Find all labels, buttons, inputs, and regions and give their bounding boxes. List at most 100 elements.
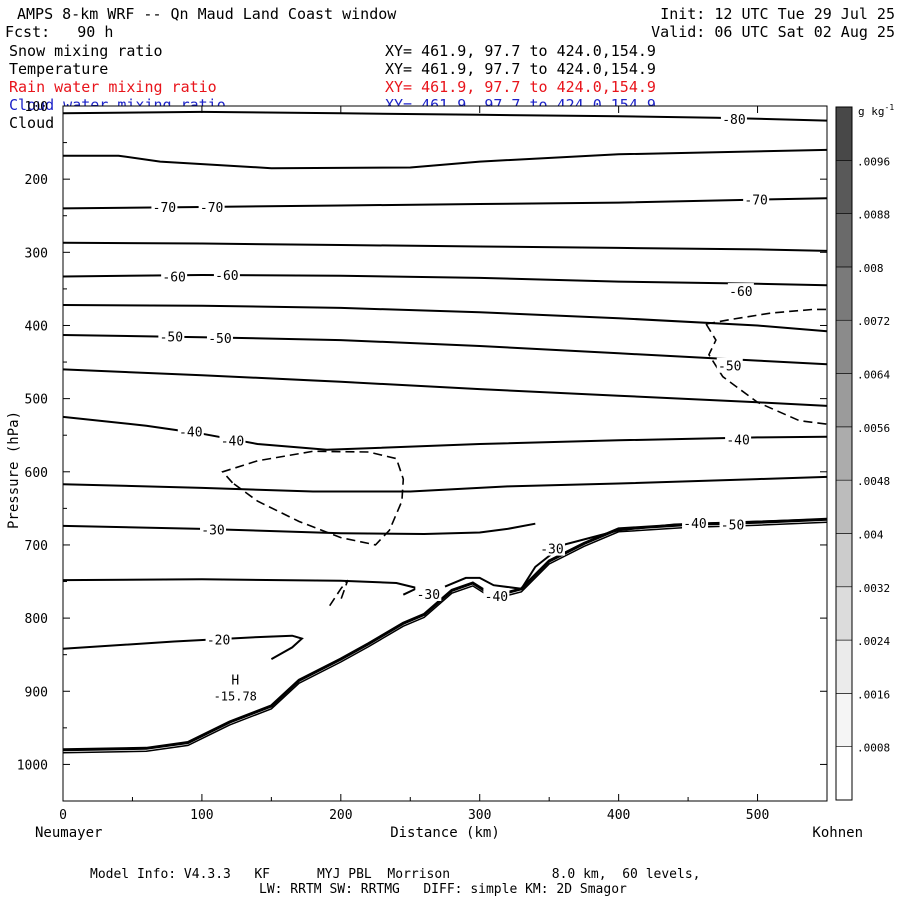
field-xy: XY= 461.9, 97.7 to 424.0,154.9 (385, 42, 656, 60)
isotherm-8 (62, 415, 828, 451)
chart-title: AMPS 8-km WRF -- Qn Maud Land Coast wind… (17, 5, 397, 23)
x-tick-label: 500 (746, 808, 769, 823)
colorbar-tick-label: .0096 (857, 155, 890, 168)
y-axis-label: Pressure (hPa) (6, 411, 22, 529)
isotherm-label-bg (219, 432, 246, 448)
x-tick-label: 0 (59, 808, 67, 823)
isotherm-label: -30 (201, 524, 224, 539)
field-name: Snow mixing ratio (9, 42, 163, 60)
x-axis-label: Distance (km) (390, 825, 500, 841)
isotherm-6 (62, 334, 828, 366)
colorbar-tick-label: .0024 (857, 635, 890, 648)
terrain-fill (63, 519, 827, 801)
isotherm-label-bg (158, 328, 185, 344)
colorbar-segment (835, 479, 853, 534)
isotherm-9 (62, 475, 828, 493)
colorbar-tick-label: .0056 (857, 422, 890, 435)
colorbar-segment (835, 213, 853, 268)
colorbar-segment (835, 106, 853, 161)
cloud-ice-contour-0 (221, 450, 405, 546)
isotherm-label: -40 (179, 426, 202, 441)
isotherm-label-bg (415, 585, 442, 601)
cloud-ice-contour-2 (705, 323, 828, 425)
isotherm-4 (62, 273, 828, 287)
max-marker: H (231, 673, 239, 688)
model-info-line-1: Model Info: V4.3.3 KF MYJ PBL Morrison 8… (90, 867, 701, 882)
terrain-line-lower (62, 521, 828, 754)
isotherm-label: -30 (417, 588, 440, 603)
forecast-hour: Fcst: 90 h (5, 23, 114, 41)
colorbar-tick-label: .004 (857, 528, 884, 541)
isotherm-label: -70 (200, 201, 223, 216)
x-tick-label: 200 (329, 808, 352, 823)
isotherm-label: -20 (207, 633, 230, 648)
y-tick-label: 600 (25, 466, 48, 481)
isotherm-label-bg (538, 540, 565, 556)
y-tick-label: 200 (25, 173, 48, 188)
colorbar-segment (835, 533, 853, 588)
x-tick-label: 300 (468, 808, 491, 823)
isotherm-label: -50 (721, 518, 744, 533)
isotherm-label-bg (205, 631, 232, 647)
colorbar-tick-label: .0048 (857, 475, 890, 488)
isotherm-label: -70 (744, 194, 767, 209)
field-name: Rain water mixing ratio (9, 78, 217, 96)
colorbar-segment (835, 373, 853, 428)
isotherm-label: -50 (718, 360, 741, 375)
colorbar-tick-label: .0032 (857, 582, 890, 595)
isotherm-label-bg (743, 191, 770, 207)
isotherm-label-bg (716, 357, 743, 373)
colorbar-segment (835, 746, 853, 801)
colorbar-unit: g kg-1 (858, 103, 894, 118)
isotherm-11 (62, 634, 304, 660)
isotherm-5 (62, 304, 828, 333)
y-tick-label: 1000 (17, 758, 48, 773)
isotherm-label-bg (720, 111, 747, 127)
plot-frame (62, 105, 828, 802)
isotherm-label: -80 (722, 113, 745, 128)
field-name: Temperature (9, 60, 109, 78)
isotherm-label-bg (200, 521, 227, 537)
isotherm-label-bg (206, 329, 233, 345)
colorbar-segment (835, 639, 853, 694)
colorbar-tick-label: .0008 (857, 742, 890, 755)
x-left-label: Neumayer (35, 825, 102, 841)
y-tick-label: 800 (25, 612, 48, 627)
colorbar-tick-label: .0064 (857, 369, 890, 382)
isotherm-label-bg (483, 588, 510, 604)
isotherm-label: -30 (540, 543, 563, 558)
y-tick-label: 300 (25, 246, 48, 261)
colorbar-tick-label: .0016 (857, 688, 890, 701)
y-tick-label: 900 (25, 685, 48, 700)
isotherm-label: -60 (215, 269, 238, 284)
colorbar-segment (835, 160, 853, 214)
colorbar-tick-label: .0088 (857, 209, 890, 222)
terrain-line (62, 517, 828, 752)
x-tick-label: 100 (190, 808, 213, 823)
isotherm-1 (63, 148, 828, 170)
isotherm-label: -60 (729, 285, 752, 300)
isotherm-label: -50 (160, 330, 183, 345)
isotherm-label: -60 (162, 270, 185, 285)
isotherm-label: -40 (221, 434, 244, 449)
model-info-line-2: LW: RRTM SW: RRTMG DIFF: simple KM: 2D S… (259, 882, 627, 897)
isotherm-label: -70 (153, 201, 176, 216)
y-tick-label: 100 (25, 100, 48, 115)
colorbar-tick-label: .0072 (857, 315, 890, 328)
cloud-ice-contour-1 (705, 308, 827, 325)
y-tick-label: 400 (25, 319, 48, 334)
valid-time: Valid: 06 UTC Sat 02 Aug 25 (651, 23, 895, 41)
colorbar-tick-label: .008 (857, 262, 884, 275)
max-value: -15.78 (214, 689, 257, 703)
x-tick-label: 400 (607, 808, 630, 823)
isotherm-label: -40 (726, 434, 749, 449)
field-xy: XY= 461.9, 97.7 to 424.0,154.9 (385, 60, 656, 78)
colorbar-segment (835, 266, 853, 321)
colorbar-segment (835, 693, 853, 747)
x-right-label: Kohnen (812, 825, 863, 841)
isotherm-12 (62, 578, 421, 596)
isotherm-label: -40 (683, 517, 706, 532)
isotherm-3 (62, 241, 828, 252)
isotherm-label-bg (725, 431, 752, 447)
isotherm-label-bg (727, 283, 754, 299)
